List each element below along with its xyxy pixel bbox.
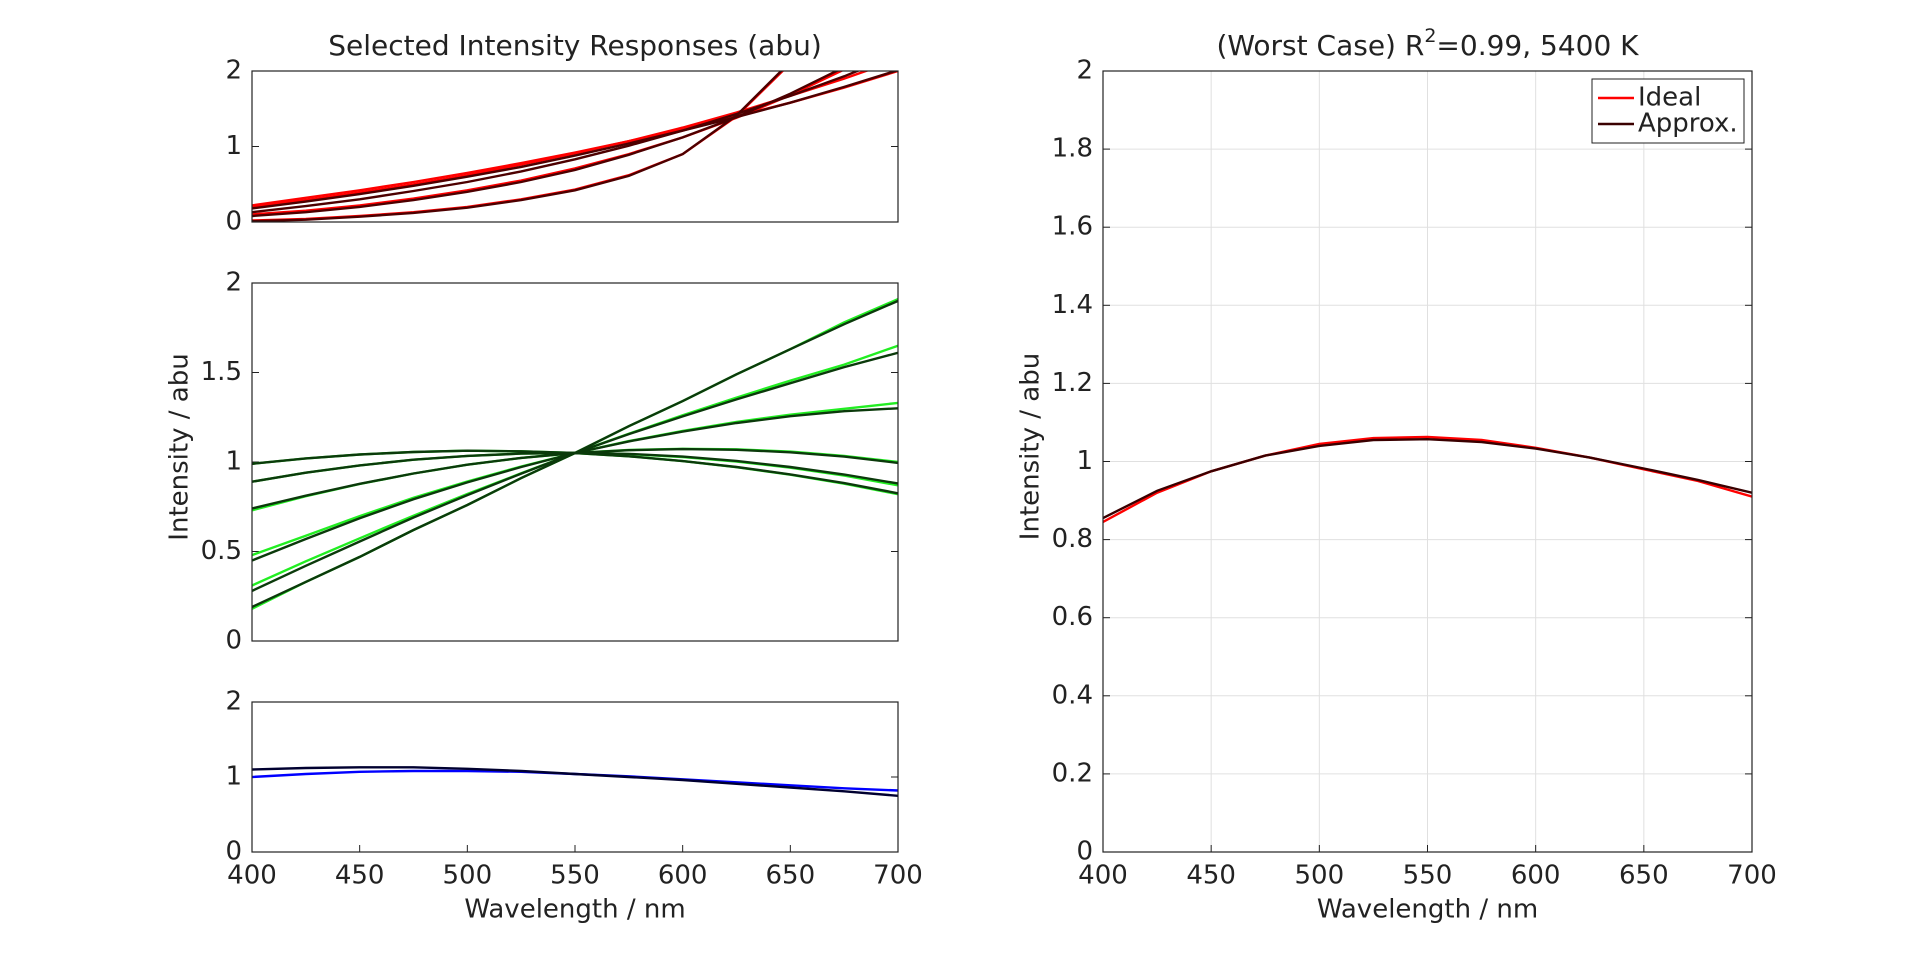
y-tick-label: 0.2 xyxy=(1052,758,1093,788)
y-tick-label: 0.4 xyxy=(1052,680,1093,710)
y-tick-label: 1.8 xyxy=(1052,134,1093,164)
axes-box xyxy=(251,70,899,223)
y-tick-label: 1.5 xyxy=(201,357,242,387)
y-tick-label: 2 xyxy=(1076,56,1093,86)
x-tick-label: 600 xyxy=(1511,861,1561,891)
y-tick-label: 2 xyxy=(225,268,242,298)
x-tick-label: 400 xyxy=(227,861,277,891)
y-tick-label: 1 xyxy=(225,447,242,477)
x-tick-label: 400 xyxy=(1078,861,1128,891)
y-tick-label: 0 xyxy=(225,207,242,237)
title-part: =0.99, 5400 K xyxy=(1436,29,1639,62)
chart-title: Selected Intensity Responses (abu) xyxy=(328,29,822,62)
series-line xyxy=(252,766,898,797)
axes-background xyxy=(252,702,898,852)
series-line xyxy=(252,71,861,214)
legend-label: Ideal xyxy=(1638,83,1701,113)
y-tick-label: 1 xyxy=(225,762,242,792)
x-tick-label: 550 xyxy=(1403,861,1453,891)
axes-box xyxy=(1102,70,1753,853)
y-tick-label: 1.2 xyxy=(1052,368,1093,398)
axes-box xyxy=(251,282,899,642)
y-tick-label: 0 xyxy=(225,626,242,656)
series-line xyxy=(252,449,898,495)
y-tick-label: 0.8 xyxy=(1052,524,1093,554)
y-tick-label: 0 xyxy=(225,837,242,867)
x-tick-label: 500 xyxy=(1295,861,1345,891)
legend-label: Approx. xyxy=(1638,109,1738,139)
x-tick-label: 700 xyxy=(1727,861,1777,891)
y-tick-label: 1 xyxy=(1076,446,1093,476)
y-tick-label: 2 xyxy=(225,56,242,86)
y-tick-label: 1.6 xyxy=(1052,212,1093,242)
subplot: 0 1 2 400 450 500 550 600 650 700 Wavelength / nm xyxy=(225,687,922,925)
series-line xyxy=(252,71,783,222)
subplot: 0 0.2 0.4 0.6 0.8 1 1.2 1.4 1.6 1.8 2 400 450 500 550 6… xyxy=(1016,25,1777,925)
subplot: 0 0.5 1 1.5 2 Intensity / abu xyxy=(165,268,899,656)
x-tick-label: 500 xyxy=(443,861,493,891)
series-line xyxy=(252,71,840,218)
y-tick-label: 2 xyxy=(225,687,242,717)
legend-box xyxy=(1591,78,1745,144)
y-tick-label: 0.6 xyxy=(1052,602,1093,632)
x-tick-label: 550 xyxy=(550,861,600,891)
x-tick-label: 600 xyxy=(658,861,708,891)
x-axis-label: Wavelength / nm xyxy=(1317,895,1538,925)
series-line xyxy=(252,71,898,210)
y-tick-label: 0 xyxy=(1076,837,1093,867)
x-tick-label: 450 xyxy=(335,861,385,891)
title-part: 2 xyxy=(1424,25,1436,47)
x-tick-label: 450 xyxy=(1186,861,1236,891)
y-tick-label: 1.4 xyxy=(1052,290,1093,320)
y-axis-label: Intensity / abu xyxy=(1016,353,1046,540)
x-tick-label: 650 xyxy=(1619,861,1669,891)
subplot: 0 1 2 Selected Intensity Responses (abu) xyxy=(225,29,899,237)
axes-box xyxy=(251,701,899,853)
chart-title: (Worst Case) R2=0.99, 5400 K xyxy=(1216,25,1639,63)
title-part: (Worst Case) R xyxy=(1216,29,1424,62)
y-axis-label: Intensity / abu xyxy=(165,353,195,540)
x-tick-label: 700 xyxy=(873,861,923,891)
x-tick-label: 650 xyxy=(766,861,816,891)
x-axis-label: Wavelength / nm xyxy=(464,895,685,925)
series-line xyxy=(1103,437,1752,520)
axes-background xyxy=(252,283,898,641)
y-tick-label: 0.5 xyxy=(201,536,242,566)
y-tick-label: 1 xyxy=(225,131,242,161)
